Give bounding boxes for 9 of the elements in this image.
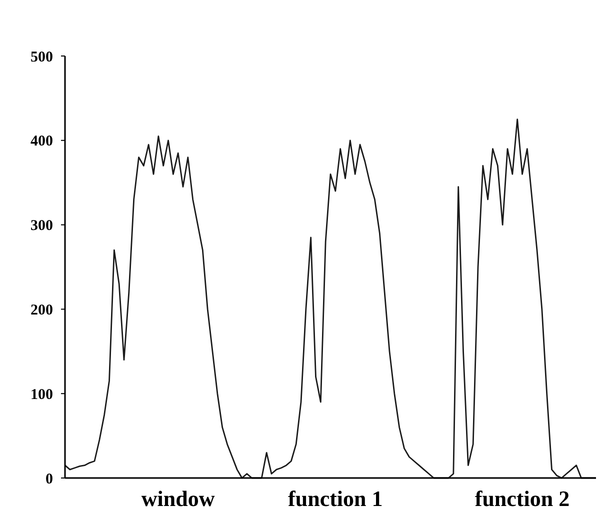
y-tick-label: 500 bbox=[30, 49, 53, 66]
x-tick-label: function 1 bbox=[288, 486, 383, 511]
y-tick-label: 400 bbox=[30, 134, 53, 150]
x-tick-label: function 2 bbox=[474, 486, 570, 511]
y-tick-label: 300 bbox=[30, 218, 53, 234]
y-tick-label: 100 bbox=[30, 386, 53, 403]
y-tick-label: 0 bbox=[46, 471, 53, 488]
x-tick-label: window bbox=[141, 486, 215, 511]
y-tick-label: 200 bbox=[30, 302, 53, 318]
